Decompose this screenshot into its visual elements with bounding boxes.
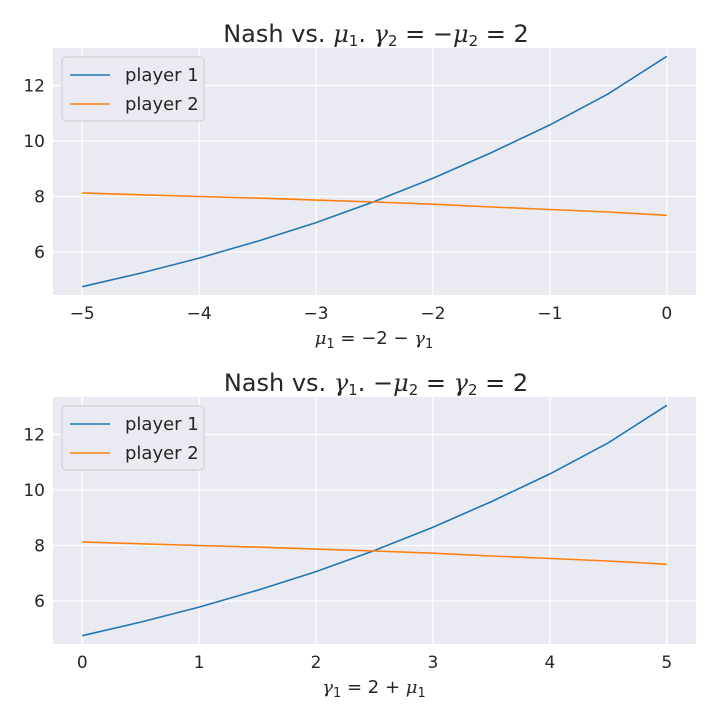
x-tick-label: −5	[70, 304, 95, 324]
legend	[61, 56, 205, 122]
subplot-top: Nash vs. μ1. γ2 = −μ2 = 2 −5 −4 −3 −2 −1 0 6 8…	[23, 20, 696, 352]
legend	[61, 405, 205, 471]
x-tick-label: 0	[661, 304, 672, 324]
y-tick-label: 6	[34, 592, 45, 612]
x-tick-label: −1	[537, 304, 562, 324]
legend-label: player 2	[125, 443, 199, 464]
x-tick-label: 5	[661, 653, 672, 673]
y-tick-label: 8	[34, 536, 45, 556]
x-tick-label: 3	[428, 653, 439, 673]
chart-title: Nash vs. μ1. γ2 = −μ2 = 2	[223, 20, 529, 50]
x-tick-label: −3	[304, 304, 329, 324]
y-tick-label: 12	[23, 76, 45, 96]
x-tick-label: −4	[187, 304, 212, 324]
x-axis-label: γ1 = 2 + μ1	[322, 677, 426, 701]
x-axis-label: μ1 = −2 − γ1	[315, 328, 434, 352]
y-tick-label: 6	[34, 243, 45, 263]
legend-label: player 2	[125, 94, 199, 115]
series-line-player-2	[82, 541, 667, 566]
y-tick-label: 8	[34, 187, 45, 207]
legend-label: player 1	[125, 414, 199, 435]
y-tick-label: 10	[23, 132, 45, 152]
x-tick-label: 4	[544, 653, 555, 673]
x-tick-label: 1	[194, 653, 205, 673]
x-tick-label: 2	[311, 653, 322, 673]
x-tick-label: −2	[420, 304, 445, 324]
x-tick-label: 0	[77, 653, 88, 673]
chart-title: Nash vs. γ1. −μ2 = γ2 = 2	[224, 369, 528, 399]
y-tick-label: 10	[23, 481, 45, 501]
legend-label: player 1	[125, 65, 199, 86]
series-line-player-2	[82, 192, 667, 217]
y-tick-label: 12	[23, 425, 45, 445]
